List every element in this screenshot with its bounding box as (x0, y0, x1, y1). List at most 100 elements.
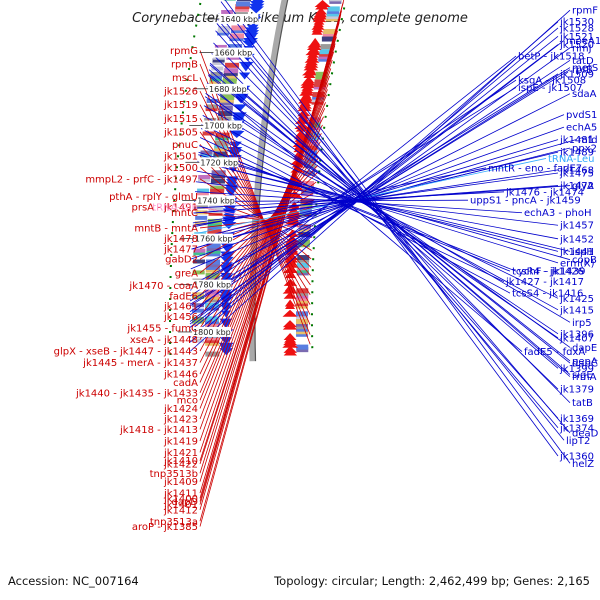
neg-strand-arrow (314, 7, 328, 15)
right-leader-line (190, 87, 517, 291)
label-leader-lines (189, 0, 577, 527)
neg-strand-arrow (282, 320, 298, 328)
pos-strand-block (235, 4, 250, 10)
right-gene-label: echA3 - phoH (524, 208, 591, 219)
pos-strand-block (210, 74, 223, 79)
left-gene-label: mmpL2 - prfC - jk1497 (85, 174, 198, 185)
pos-strand-block (192, 292, 205, 297)
left-gene-labels: rpmG rpmB mscL jk1526 jk1519 jk1515 jk1505 pnuC… (54, 46, 199, 533)
right-gene-label: sdaA (572, 89, 597, 100)
neg-strand-block (307, 132, 320, 138)
left-gene-label: jk1505 (163, 127, 198, 138)
left-gene-label: jk1519 (163, 100, 198, 111)
pos-strand-block (198, 174, 211, 179)
right-gene-label: jk1472 (559, 181, 594, 192)
pos-strand-block (220, 92, 235, 98)
pos-strand-block (192, 270, 205, 275)
left-gene-label: rpmG (170, 46, 198, 57)
left-gene-label: pthA - rplY - glmU (109, 192, 198, 203)
right-leader-line (208, 69, 559, 369)
left-gene-label: jk1423 (163, 414, 198, 425)
neg-strand-block (329, 0, 342, 2)
right-leader-line (194, 191, 523, 214)
neg-strand-block (297, 257, 310, 263)
pos-strand-block (210, 183, 225, 189)
kbp-label-bg (212, 47, 253, 58)
right-gene-label: copB (572, 255, 597, 266)
left-gene-label: jk1410 (163, 456, 198, 467)
neg-strand-arrow (283, 345, 298, 353)
right-gene-label: rpfB (572, 65, 593, 76)
pos-strand-block (197, 188, 210, 193)
neg-strand-block (296, 326, 309, 332)
neg-strand-block (327, 8, 340, 14)
right-leader-line (189, 69, 571, 305)
pos-strand-block (205, 340, 220, 346)
pos-strand-block (205, 264, 220, 270)
neg-strand-block (308, 122, 321, 128)
right-leader-line (189, 27, 559, 338)
left-leader-line (199, 164, 319, 297)
right-leader-line (192, 169, 559, 226)
neg-strand-block (296, 329, 309, 335)
neg-strand-arrow (282, 309, 298, 317)
pos-strand-block (207, 229, 222, 235)
right-gene-label: rrmA (572, 372, 597, 383)
neg-strand-block (296, 267, 309, 273)
pos-strand-block (200, 153, 213, 158)
pos-strand-block (214, 44, 227, 49)
neg-strand-block (305, 145, 318, 151)
left-gene-label: jk1424 (163, 404, 198, 415)
left-gene-label: jk1478 (163, 234, 198, 245)
left-gene-label: jk1461 (163, 302, 198, 313)
pos-strand-block (208, 210, 223, 216)
kbp-label-bg (191, 326, 232, 337)
tick-ring-1 (169, 0, 202, 356)
right-gene-label: ispE - jk1507 (518, 83, 583, 94)
right-gene-label: jk1520 (559, 40, 594, 51)
right-leader-line (194, 199, 469, 202)
left-leader-line (199, 181, 317, 274)
right-leader-line (199, 145, 517, 272)
pos-strand-block (205, 273, 220, 279)
right-leader-line (206, 82, 523, 352)
left-gene-label: pnuC (172, 140, 198, 151)
right-gene-label: jk1399 (559, 364, 594, 375)
pos-strand-block (210, 71, 223, 76)
pos-strand-block (230, 28, 245, 34)
pos-strand-block (217, 28, 230, 33)
pos-strand-block (205, 262, 220, 268)
right-leader-line (202, 115, 559, 311)
pos-strand-block (218, 105, 233, 111)
left-gene-label: jk1477 (163, 244, 198, 255)
right-gene-label: pepA (572, 356, 598, 367)
pos-strand-block (206, 259, 221, 265)
pos-strand-block (192, 308, 205, 313)
left-gene-label: jk1456 (163, 312, 198, 323)
pos-strand-block (211, 170, 226, 176)
right-gene-label: erm(X) (560, 258, 595, 269)
topology-text: Topology: circular; Length: 2,462,499 bp… (273, 574, 590, 588)
right-leader-line (189, 21, 559, 343)
right-gene-label: mntR - eno - fadE7 (488, 163, 582, 174)
pos-strand-block (207, 224, 222, 230)
left-gene-label: gabD2 (165, 255, 198, 266)
right-gene-label: tcsR4 - jk1426 (512, 267, 584, 278)
neg-strand-block (296, 331, 309, 337)
pos-strand-block (192, 295, 205, 300)
neg-strand-block (315, 71, 328, 77)
right-gene-label: ksgA - jk1508 (518, 76, 586, 87)
pos-strand-block (210, 189, 225, 195)
right-leader-line (189, 73, 559, 302)
pos-strand-block (219, 100, 234, 106)
left-gene-label: jk1470 - coaA (128, 281, 198, 292)
right-leader-line (190, 114, 565, 270)
kbp-label: 1660 kbp (215, 49, 253, 58)
right-leader-line (197, 160, 571, 252)
left-gene-label: jk1422 (163, 459, 198, 470)
left-gene-label: jk1412 (163, 505, 198, 516)
pos-strand-block (196, 191, 209, 196)
neg-strand-block (297, 255, 310, 261)
neg-strand-block (296, 270, 309, 276)
neg-strand-block (296, 347, 309, 353)
